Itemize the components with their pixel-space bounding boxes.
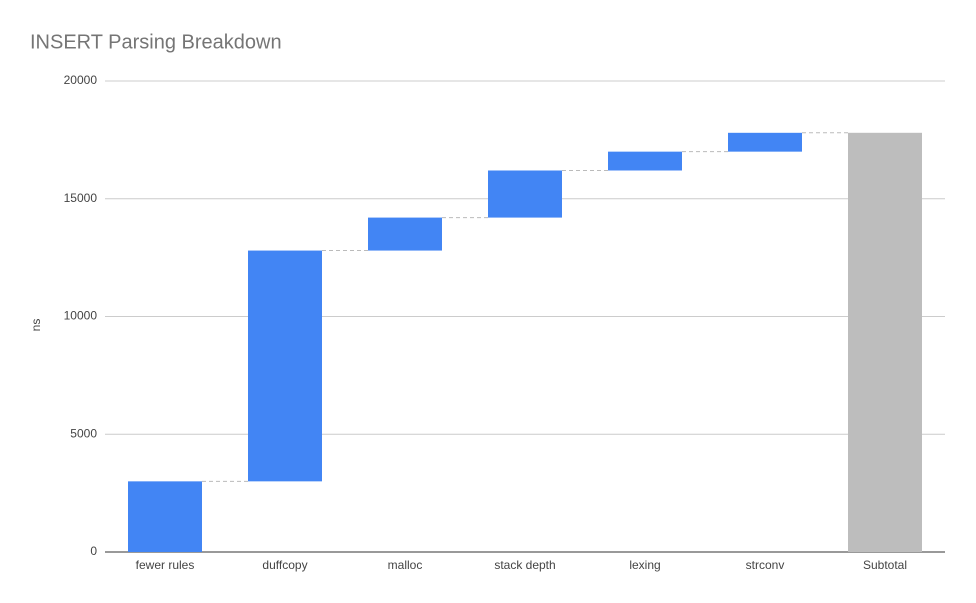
x-tick-label: stack depth bbox=[494, 558, 555, 572]
y-tick-label: 20000 bbox=[64, 73, 98, 87]
bar bbox=[728, 132, 802, 152]
x-tick-label: strconv bbox=[746, 558, 785, 572]
y-tick-label: 10000 bbox=[64, 309, 98, 323]
bar bbox=[248, 250, 322, 482]
bar bbox=[488, 170, 562, 218]
y-axis-label: ns bbox=[29, 319, 43, 332]
y-tick-label: 0 bbox=[90, 544, 97, 558]
bar bbox=[128, 481, 202, 552]
bar bbox=[608, 151, 682, 171]
y-tick-label: 15000 bbox=[64, 191, 98, 205]
bar bbox=[368, 217, 442, 251]
x-tick-label: fewer rules bbox=[136, 558, 195, 572]
x-tick-label: lexing bbox=[629, 558, 660, 572]
bar bbox=[848, 132, 922, 552]
x-tick-label: malloc bbox=[388, 558, 423, 572]
x-tick-label: duffcopy bbox=[262, 558, 307, 572]
x-tick-label: Subtotal bbox=[863, 558, 907, 572]
chart-title: INSERT Parsing Breakdown bbox=[30, 31, 282, 53]
y-tick-label: 5000 bbox=[70, 426, 97, 440]
